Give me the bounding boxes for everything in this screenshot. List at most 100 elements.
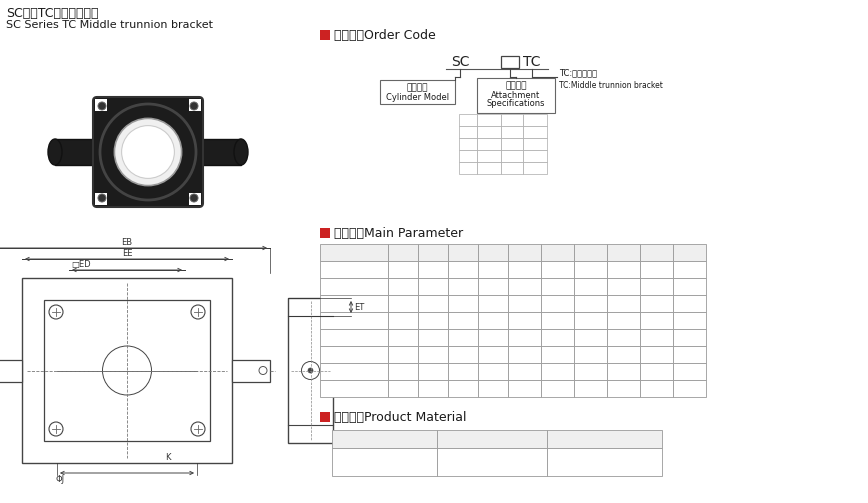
Text: M6: M6 <box>426 350 439 359</box>
Bar <box>95 99 107 111</box>
Text: K: K <box>166 453 171 462</box>
Text: 68.5: 68.5 <box>483 367 503 376</box>
Text: 134: 134 <box>615 333 632 342</box>
Bar <box>459 162 477 174</box>
Text: φ250: φ250 <box>525 163 545 173</box>
Text: φ63: φ63 <box>482 151 496 160</box>
Text: 87.9: 87.9 <box>483 316 503 325</box>
Text: 200: 200 <box>615 316 632 325</box>
Text: 263: 263 <box>681 367 698 376</box>
Text: 163: 163 <box>648 333 665 342</box>
Text: φ50: φ50 <box>482 139 496 148</box>
Text: 131.9: 131.9 <box>545 316 569 325</box>
Bar <box>320 244 388 261</box>
Bar <box>508 346 541 363</box>
Text: 25: 25 <box>552 282 563 291</box>
Bar <box>501 126 523 138</box>
Text: 40: 40 <box>464 127 473 136</box>
Bar <box>574 329 607 346</box>
Text: 46: 46 <box>618 265 629 274</box>
Text: 129: 129 <box>549 384 566 393</box>
Bar <box>459 150 477 162</box>
Text: 50: 50 <box>457 248 469 257</box>
Text: φ200: φ200 <box>525 151 545 160</box>
Text: 32: 32 <box>464 116 473 125</box>
Text: Specifications: Specifications <box>487 99 545 108</box>
Bar <box>189 193 201 205</box>
Bar <box>478 278 508 295</box>
Text: 87: 87 <box>398 299 409 308</box>
Text: 30: 30 <box>488 265 498 274</box>
Circle shape <box>191 305 205 319</box>
Bar <box>501 56 519 68</box>
Text: 25: 25 <box>457 282 469 291</box>
Bar <box>418 244 448 261</box>
Text: EE: EE <box>348 316 359 325</box>
Bar <box>673 295 706 312</box>
Text: 36: 36 <box>552 265 563 274</box>
Text: 56: 56 <box>684 265 695 274</box>
Text: 198: 198 <box>615 384 632 393</box>
Text: 球墨铸铁: 球墨铸铁 <box>594 453 615 461</box>
Bar <box>448 312 478 329</box>
Text: L: L <box>352 384 357 393</box>
Text: □ED: □ED <box>344 333 364 342</box>
Ellipse shape <box>234 139 248 165</box>
Text: 材质Materials: 材质Materials <box>358 458 411 466</box>
Text: SC系列TC中间耳轴支架: SC系列TC中间耳轴支架 <box>6 7 98 20</box>
Text: 125: 125 <box>582 248 599 257</box>
Bar <box>418 363 448 380</box>
Text: 16: 16 <box>398 282 409 291</box>
Bar <box>418 295 448 312</box>
Text: 104: 104 <box>582 333 599 342</box>
Circle shape <box>122 126 174 179</box>
Text: 171: 171 <box>615 367 632 376</box>
Text: EP: EP <box>349 282 359 291</box>
Text: 200: 200 <box>648 248 665 257</box>
Text: 164: 164 <box>516 299 533 308</box>
Bar <box>607 278 640 295</box>
Text: 25: 25 <box>585 282 596 291</box>
Bar <box>523 150 547 162</box>
Bar <box>574 278 607 295</box>
Circle shape <box>308 368 313 373</box>
Bar <box>437 448 547 476</box>
Text: EB: EB <box>348 299 359 308</box>
Text: ET: ET <box>349 265 359 274</box>
Text: □ED: □ED <box>71 260 90 269</box>
Bar <box>541 363 574 380</box>
Text: 45.2: 45.2 <box>424 367 443 376</box>
Bar <box>640 295 673 312</box>
Bar <box>418 312 448 329</box>
Text: 250: 250 <box>681 248 698 257</box>
Text: 211: 211 <box>648 367 665 376</box>
Bar <box>448 346 478 363</box>
Bar <box>574 244 607 261</box>
Circle shape <box>115 118 181 186</box>
Text: 200: 200 <box>505 151 519 160</box>
Text: 208: 208 <box>582 299 599 308</box>
Text: φ40: φ40 <box>482 127 496 136</box>
Bar <box>541 261 574 278</box>
Text: M10: M10 <box>549 350 567 359</box>
Text: 63: 63 <box>488 248 498 257</box>
Bar <box>232 360 270 381</box>
Bar <box>640 363 673 380</box>
Circle shape <box>301 362 319 379</box>
Text: 70: 70 <box>519 333 530 342</box>
Bar <box>477 126 501 138</box>
Bar <box>380 80 455 104</box>
Bar <box>320 329 388 346</box>
Text: 36: 36 <box>618 282 629 291</box>
Bar <box>640 380 673 397</box>
Bar <box>95 99 201 205</box>
Text: 240: 240 <box>648 384 665 393</box>
Text: 134: 134 <box>582 367 599 376</box>
Bar <box>388 312 418 329</box>
Text: 82: 82 <box>488 384 498 393</box>
Bar <box>288 298 333 443</box>
Text: 45: 45 <box>684 282 695 291</box>
Circle shape <box>190 194 198 202</box>
Bar <box>541 346 574 363</box>
Text: 47: 47 <box>457 333 469 342</box>
